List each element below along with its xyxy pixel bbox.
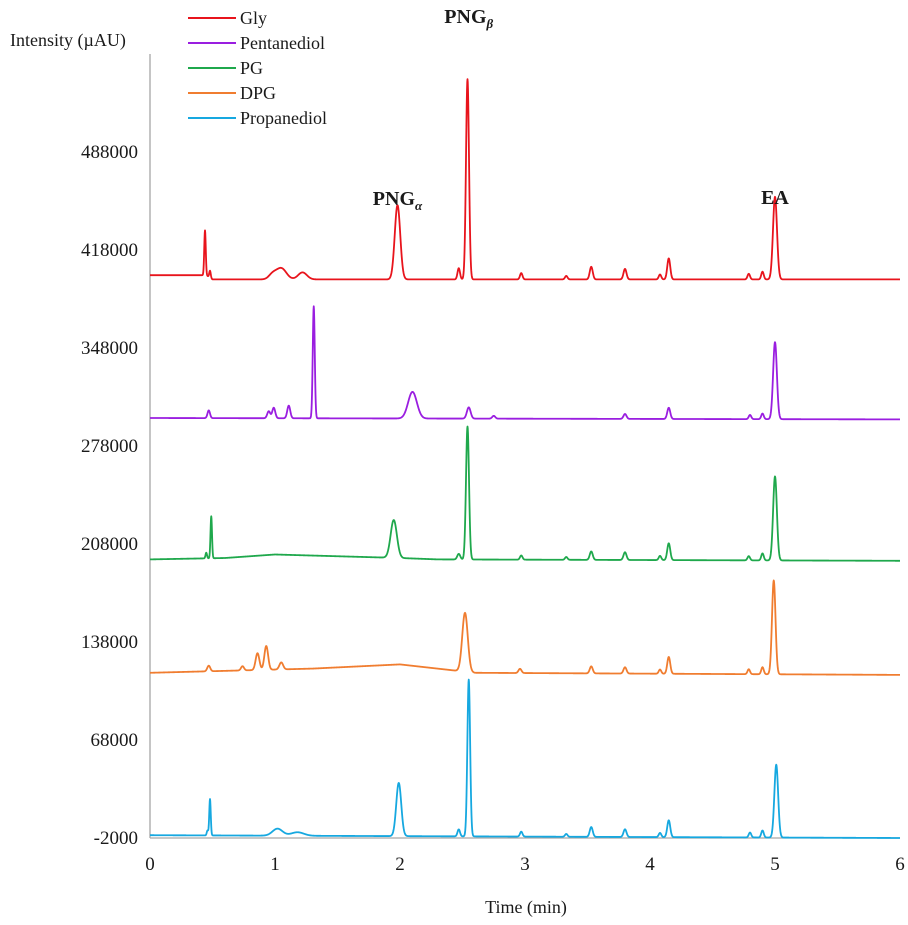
- y-tick-label: 488000: [81, 142, 138, 163]
- x-tick-label: 6: [895, 854, 905, 875]
- series-layer: [149, 78, 901, 839]
- series-line-dpg: [149, 579, 901, 676]
- x-tick-label: 0: [145, 854, 155, 875]
- axes: -2000 68000 138000 208000 278000 348000 418000…: [81, 54, 905, 875]
- series-line-gly: [149, 78, 901, 281]
- y-tick-label: 68000: [91, 730, 139, 751]
- legend-label: Propanediol: [240, 108, 327, 128]
- x-tick-label: 1: [270, 854, 280, 875]
- legend-label: Gly: [240, 8, 267, 28]
- y-axis-title: Intensity (µAU): [10, 30, 126, 51]
- peak-label: PNGα: [373, 188, 423, 213]
- x-axis-title: Time (min): [485, 897, 567, 918]
- series-line-pentanediol: [149, 305, 901, 421]
- x-tick-label: 3: [520, 854, 530, 875]
- x-tick-label: 4: [645, 854, 655, 875]
- peak-label: PNGβ: [444, 6, 493, 31]
- series-line-pg: [149, 425, 901, 562]
- y-tick-label: 418000: [81, 240, 138, 261]
- peak-annotations: PNGα PNGβ EA: [373, 6, 790, 213]
- y-tick-label: 348000: [81, 338, 138, 359]
- series-line-propanediol: [149, 678, 901, 839]
- y-tick-label: 138000: [81, 632, 138, 653]
- x-tick-label: 2: [395, 854, 405, 875]
- x-tick-label: 5: [770, 854, 780, 875]
- y-tick-label: 208000: [81, 534, 138, 555]
- legend-label: Pentanediol: [240, 33, 325, 53]
- y-tick-label: -2000: [94, 828, 138, 849]
- legend-label: PG: [240, 58, 263, 78]
- peak-label: EA: [761, 187, 789, 209]
- legend: Gly Pentanediol PG DPG Propanediol: [188, 8, 327, 128]
- legend-label: DPG: [240, 83, 276, 103]
- y-tick-label: 278000: [81, 436, 138, 457]
